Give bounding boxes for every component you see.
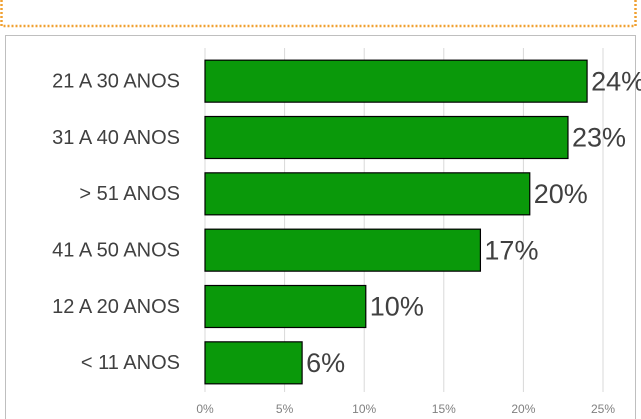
title-box xyxy=(0,0,637,28)
y-tick-label: 21 A 30 ANOS xyxy=(52,70,180,92)
x-tick-label: 15% xyxy=(432,402,456,416)
bar xyxy=(204,341,303,385)
bar xyxy=(204,115,569,160)
x-tick-label: 0% xyxy=(196,402,214,416)
value-label: 23% xyxy=(572,123,626,153)
x-tick-label: 10% xyxy=(352,402,376,416)
y-tick-label: < 11 ANOS xyxy=(81,352,180,374)
value-label: 17% xyxy=(484,235,538,265)
x-tick-label: 20% xyxy=(511,402,535,416)
bar xyxy=(204,284,367,329)
bar xyxy=(204,59,588,103)
bar xyxy=(204,228,482,272)
y-tick-label: 31 A 40 ANOS xyxy=(52,127,180,149)
plot-frame xyxy=(5,35,636,419)
value-label: 24% xyxy=(591,66,641,96)
x-tick-label: 25% xyxy=(591,402,615,416)
value-label: 20% xyxy=(534,179,588,209)
bar xyxy=(204,172,531,216)
value-label: 6% xyxy=(306,348,345,378)
x-tick-label: 5% xyxy=(276,402,294,416)
y-tick-label: > 51 ANOS xyxy=(79,183,180,205)
value-label: 10% xyxy=(370,292,424,322)
y-tick-label: 12 A 20 ANOS xyxy=(52,296,180,318)
y-tick-label: 41 A 50 ANOS xyxy=(52,239,180,261)
